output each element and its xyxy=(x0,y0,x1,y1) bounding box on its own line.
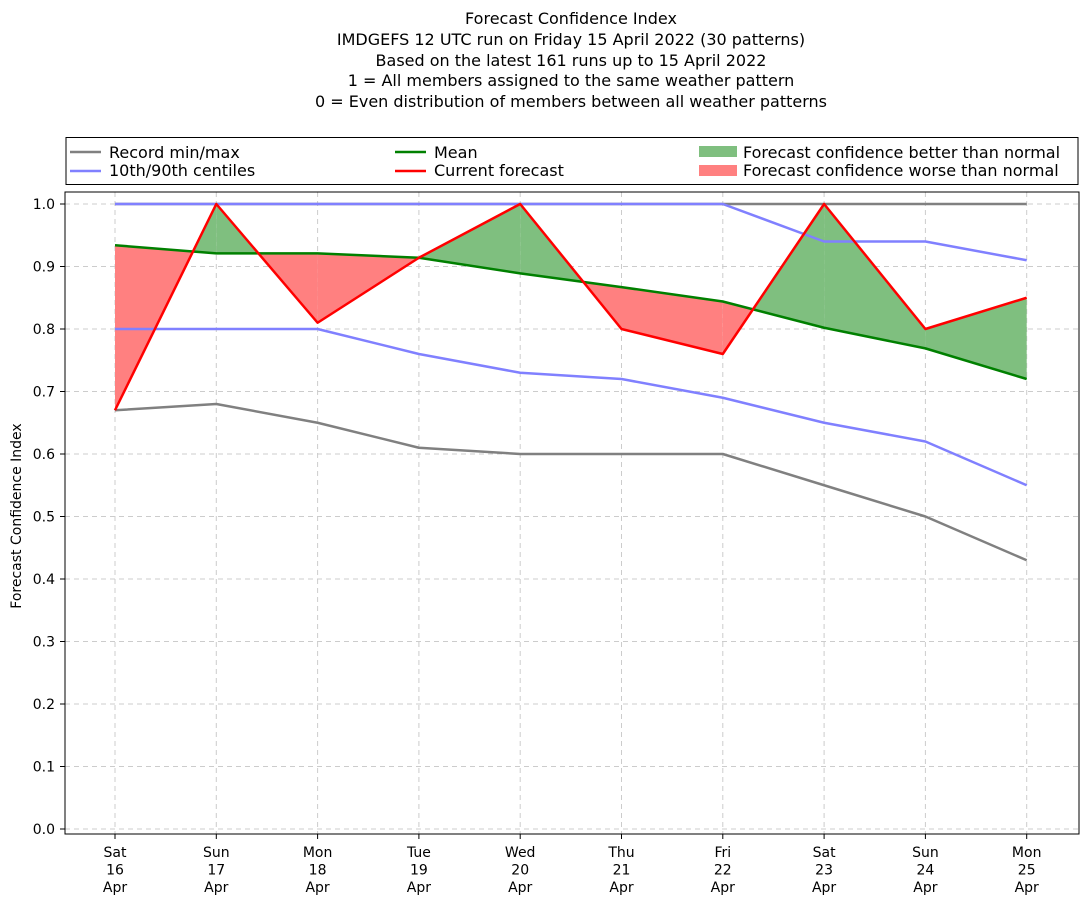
x-tick-label: Apr xyxy=(103,880,127,896)
y-tick-label: 0.3 xyxy=(33,635,55,651)
series-line-mean xyxy=(114,244,1028,381)
x-tick-label: Mon xyxy=(303,845,333,861)
x-tick-label: 21 xyxy=(613,863,631,879)
x-tick-label: Apr xyxy=(1015,880,1039,896)
legend: Record min/max 10th/90th centiles Mean C… xyxy=(65,137,1079,185)
x-tick-label: Apr xyxy=(913,880,937,896)
y-tick-label: 1.0 xyxy=(33,197,55,213)
y-tick-label: 0.4 xyxy=(33,572,55,588)
y-tick-label: 0.8 xyxy=(33,322,55,338)
y-tick-label: 0.6 xyxy=(33,447,55,463)
title-line-5: 0 = Even distribution of members between… xyxy=(315,92,827,111)
x-tick-label: Apr xyxy=(305,880,329,896)
x-tick-label: Mon xyxy=(1012,845,1042,861)
x-tick-label: 22 xyxy=(714,863,732,879)
series-line-current xyxy=(113,202,1028,411)
series-line-record-min xyxy=(114,402,1028,562)
plot-frame xyxy=(64,191,1080,835)
legend-label-better: Forecast confidence better than normal xyxy=(743,143,1060,162)
x-tick-label: Thu xyxy=(607,845,634,861)
series-lines xyxy=(113,202,1028,562)
fill-worse-than-normal xyxy=(621,287,723,354)
x-tick-label: Sun xyxy=(912,845,939,861)
x-tick-label: Fri xyxy=(714,845,731,861)
grid xyxy=(65,192,1079,834)
x-tick-label: Apr xyxy=(812,880,836,896)
series-line-p90 xyxy=(115,202,1027,262)
y-tick-label: 0.7 xyxy=(33,385,55,401)
y-tick-label: 0.0 xyxy=(33,822,55,838)
series-line-p10 xyxy=(115,327,1028,487)
title-line-2: IMDGEFS 12 UTC run on Friday 15 April 20… xyxy=(337,30,805,49)
x-tick-label: 19 xyxy=(410,863,428,879)
fill-better-than-normal xyxy=(824,204,926,349)
y-tick-label: 0.1 xyxy=(33,760,55,776)
y-tick-label: 0.5 xyxy=(33,510,55,526)
y-tick-label: 0.9 xyxy=(33,260,55,276)
fill-better-than-normal xyxy=(418,204,521,274)
x-tick-label: 18 xyxy=(309,863,327,879)
x-tick-label: Wed xyxy=(505,845,536,861)
x-tick-label: Apr xyxy=(407,880,431,896)
title-line-4: 1 = All members assigned to the same wea… xyxy=(348,71,795,90)
title-line-3: Based on the latest 161 runs up to 15 Ap… xyxy=(376,51,767,70)
legend-label-record: Record min/max xyxy=(109,143,240,162)
legend-label-current: Current forecast xyxy=(434,161,564,180)
y-axis-label: Forecast Confidence Index xyxy=(9,423,25,608)
legend-label-centiles: 10th/90th centiles xyxy=(109,161,255,180)
legend-box xyxy=(65,137,1079,185)
x-tick-label: 17 xyxy=(207,863,225,879)
fill-better-than-normal xyxy=(925,297,1027,379)
x-tick-label: 23 xyxy=(815,863,833,879)
x-axis: Sat16AprSun17AprMon18AprTue19AprWed20Apr… xyxy=(103,834,1042,896)
y-tick-label: 0.2 xyxy=(33,697,55,713)
legend-swatch-better xyxy=(699,146,737,157)
x-tick-label: Apr xyxy=(204,880,228,896)
x-tick-label: 16 xyxy=(106,863,124,879)
legend-swatch-worse xyxy=(699,165,737,176)
x-tick-label: Apr xyxy=(711,880,735,896)
x-tick-label: Apr xyxy=(508,880,532,896)
x-tick-label: Sun xyxy=(203,845,230,861)
x-tick-label: Apr xyxy=(609,880,633,896)
legend-label-mean: Mean xyxy=(434,143,478,162)
x-tick-label: Sat xyxy=(813,845,836,861)
x-tick-label: 24 xyxy=(916,863,934,879)
x-tick-label: Tue xyxy=(406,845,431,861)
legend-label-worse: Forecast confidence worse than normal xyxy=(743,161,1059,180)
y-axis: 0.0 0.1 0.2 0.3 0.4 0.5 0.6 0.7 0.8 0.9 1.0 xyxy=(33,197,65,838)
x-tick-label: Sat xyxy=(104,845,127,861)
x-tick-label: 20 xyxy=(511,863,529,879)
confidence-fills xyxy=(115,204,1027,411)
x-tick-label: 25 xyxy=(1018,863,1036,879)
fill-better-than-normal xyxy=(752,204,825,328)
title-line-1: Forecast Confidence Index xyxy=(465,9,677,28)
chart-title: Forecast Confidence Index IMDGEFS 12 UTC… xyxy=(315,9,827,111)
